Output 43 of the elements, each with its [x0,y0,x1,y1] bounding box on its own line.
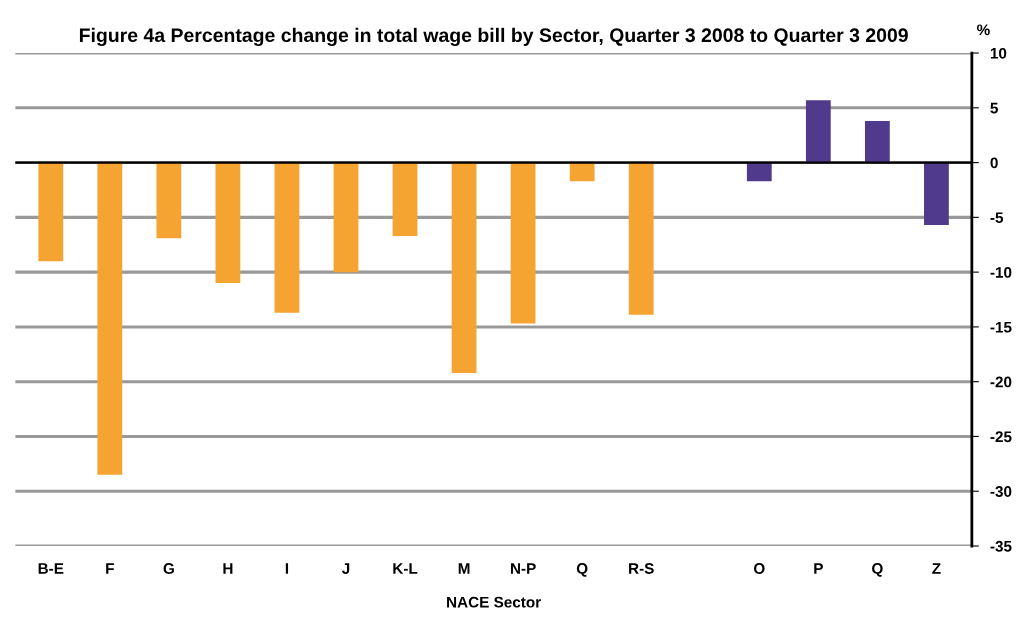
bar [392,162,418,236]
bar [510,162,536,324]
x-tick-label: K-L [393,563,418,574]
x-tick-label: B-E [38,563,64,574]
y-tick-label: -30 [990,486,1012,497]
y-tick-label: 10 [990,47,1007,59]
bar [805,100,831,163]
x-tick-label: N-P [510,563,536,574]
bar [451,162,477,373]
x-axis-title: NACE Sector [447,596,541,608]
y-axis-title: % [977,24,990,36]
y-tick-label: -15 [990,321,1012,333]
x-tick-label: Q [872,563,883,577]
y-tick-label: 0 [990,157,998,169]
x-tick-label: F [106,563,114,574]
x-tick-label: J [341,563,350,574]
bar [864,120,890,163]
bar [628,162,654,315]
x-tick-label: M [458,563,470,574]
x-tick-label: P [814,563,823,574]
bar [333,162,359,273]
y-tick-label: 5 [990,102,998,114]
bar [924,162,949,226]
bar [274,162,300,313]
bar [156,162,182,239]
y-tick-label: -25 [990,431,1012,443]
y-tick-label: -5 [990,212,1004,224]
bar [746,162,772,182]
x-tick-label: R-S [629,563,654,574]
x-tick-label: O [753,563,765,574]
chart-title: Figure 4a Percentage change in total wage bill by Sector, Quarter 3 2008 to Quarter 3 2009 [79,27,908,47]
bar [97,162,123,475]
x-tick-label: Q [576,563,588,577]
x-tick-label: G [163,563,174,574]
bar [38,162,64,262]
x-tick-label: Z [932,563,941,574]
y-tick-label: -35 [990,540,1012,552]
x-tick-label: H [223,563,233,574]
y-tick-label: -10 [990,267,1012,278]
y-tick-label: -20 [990,376,1012,388]
bar [569,162,595,182]
bar [215,162,241,284]
x-tick-label: I [285,563,289,574]
